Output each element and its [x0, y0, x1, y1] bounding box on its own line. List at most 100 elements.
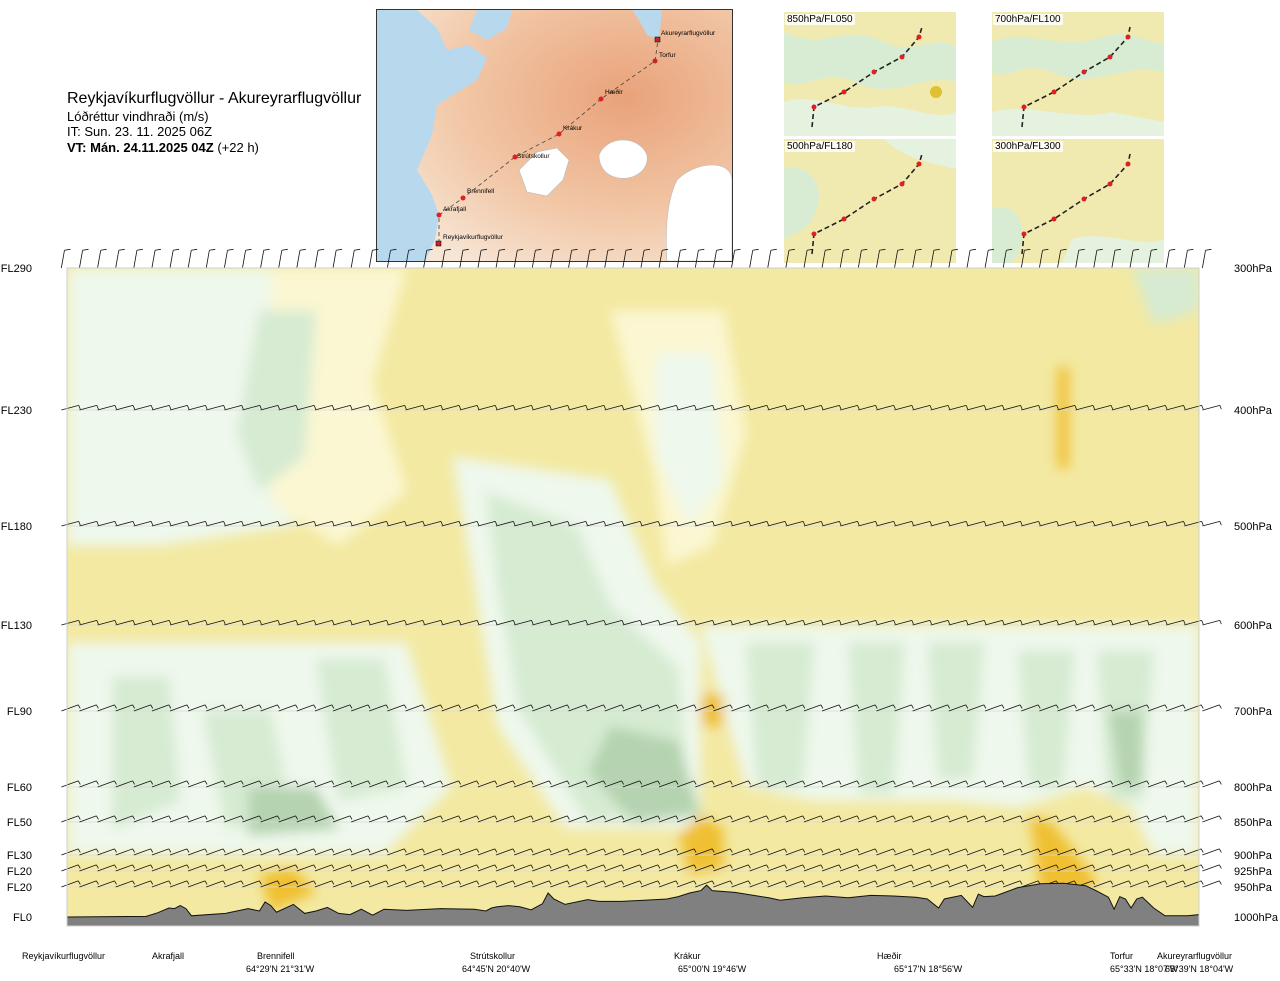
- wind-barb: [61, 404, 81, 411]
- field-region-26: [1057, 367, 1069, 468]
- wind-barb: [966, 704, 987, 712]
- wind-barb: [477, 520, 498, 527]
- wind-barb: [658, 864, 679, 872]
- panel-label-700: 700hPa/FL100: [993, 14, 1063, 25]
- wind-barb: [151, 780, 172, 788]
- wind-barb: [713, 880, 733, 888]
- wind-barb: [549, 248, 560, 269]
- wind-barb: [586, 815, 606, 823]
- wind-barb: [188, 404, 208, 411]
- wind-barb: [966, 248, 977, 269]
- wind-barb: [495, 404, 516, 411]
- wind-barb: [514, 780, 534, 788]
- wind-barb: [1057, 520, 1077, 527]
- wind-barb: [695, 780, 715, 788]
- wind-barb: [604, 864, 625, 872]
- wind-barb: [350, 704, 371, 712]
- hpa-tick-label: 600hPa: [1234, 620, 1273, 632]
- wind-barb: [712, 248, 723, 269]
- wind-barb: [405, 864, 425, 872]
- wind-barb: [151, 864, 172, 872]
- wind-barb: [151, 619, 172, 626]
- wind-barb: [550, 880, 570, 888]
- wind-barb: [1039, 780, 1059, 788]
- wind-barb: [1003, 864, 1023, 872]
- wind-barb: [767, 815, 788, 823]
- wind-barb: [550, 864, 570, 872]
- wind-barb: [1003, 404, 1023, 411]
- field-region-8: [655, 353, 724, 526]
- wind-barb: [532, 619, 552, 626]
- wind-barb: [1093, 248, 1103, 269]
- wind-barb: [1057, 848, 1077, 856]
- wind-barb: [1184, 780, 1204, 788]
- wind-barb: [948, 880, 969, 888]
- wind-barb: [206, 848, 226, 856]
- wind-barb: [948, 619, 969, 626]
- panel-850hpa: 850hPa/FL050: [784, 12, 956, 136]
- wind-barb: [1129, 880, 1150, 888]
- wind-barb: [169, 404, 190, 411]
- wind-barb: [713, 815, 733, 823]
- wind-barb: [97, 520, 117, 527]
- wind-barb: [713, 404, 733, 411]
- wind-barb: [749, 780, 769, 788]
- wind-barb: [495, 848, 516, 856]
- wind-barb: [568, 248, 578, 269]
- valid-time-prefix: VT: Mán. 24.11.2025 04Z: [67, 139, 214, 155]
- map-marker-brennifell: [460, 195, 466, 201]
- wind-barb: [1129, 815, 1150, 823]
- wind-barb: [966, 880, 987, 888]
- wind-barb: [876, 704, 896, 712]
- wind-barb: [350, 780, 371, 788]
- wind-barb: [115, 704, 135, 712]
- wind-barb: [97, 248, 107, 269]
- wind-barb: [1057, 864, 1077, 872]
- wind-barb: [713, 780, 733, 788]
- wind-barb: [622, 780, 643, 788]
- wind-barb: [169, 520, 190, 527]
- wind-barb: [242, 619, 262, 626]
- wind-barb: [79, 704, 99, 712]
- wind-barb: [187, 864, 208, 872]
- wind-barb: [1129, 848, 1150, 856]
- wind-barb: [1057, 815, 1077, 823]
- wind-barb: [423, 404, 443, 411]
- wind-barb: [984, 864, 1005, 872]
- waypoint-label: Brennifell: [257, 951, 295, 961]
- wind-barb: [1093, 880, 1114, 888]
- wind-barb: [767, 704, 788, 712]
- wind-barb: [1166, 619, 1186, 626]
- wind-barb: [332, 780, 353, 788]
- wind-barb: [1093, 704, 1114, 712]
- wind-barb: [1147, 404, 1168, 411]
- route-map-svg: Akureyrarflugvöllur Torfur Hæðir Krákur …: [377, 10, 732, 261]
- wind-barb: [260, 248, 270, 269]
- wind-barb: [332, 404, 353, 411]
- fl-tick-label: FL90: [7, 706, 32, 718]
- wind-barb: [351, 520, 371, 527]
- wind-barb: [930, 404, 951, 411]
- wind-barb: [622, 520, 643, 527]
- wind-barb: [622, 815, 643, 823]
- vertical-velocity-field: [67, 268, 1199, 926]
- wind-barb: [97, 404, 117, 411]
- wind-barb: [477, 864, 498, 872]
- wind-barb: [1111, 848, 1132, 856]
- wind-barb: [894, 864, 914, 872]
- wind-barb: [803, 815, 824, 823]
- wind-barb: [550, 704, 570, 712]
- wind-barb: [441, 864, 462, 872]
- wind-barb: [350, 864, 371, 872]
- wind-barb: [260, 520, 280, 527]
- wind-barb: [586, 404, 606, 411]
- wind-barb: [1202, 619, 1222, 626]
- wind-barb: [369, 704, 389, 712]
- panel-700hpa: 700hPa/FL100: [992, 12, 1164, 136]
- wind-barb: [133, 780, 154, 788]
- wind-barb: [495, 248, 506, 269]
- wind-barb: [586, 520, 606, 527]
- wind-barb: [876, 880, 896, 888]
- wind-barb: [1057, 704, 1077, 712]
- wind-barb: [803, 848, 824, 856]
